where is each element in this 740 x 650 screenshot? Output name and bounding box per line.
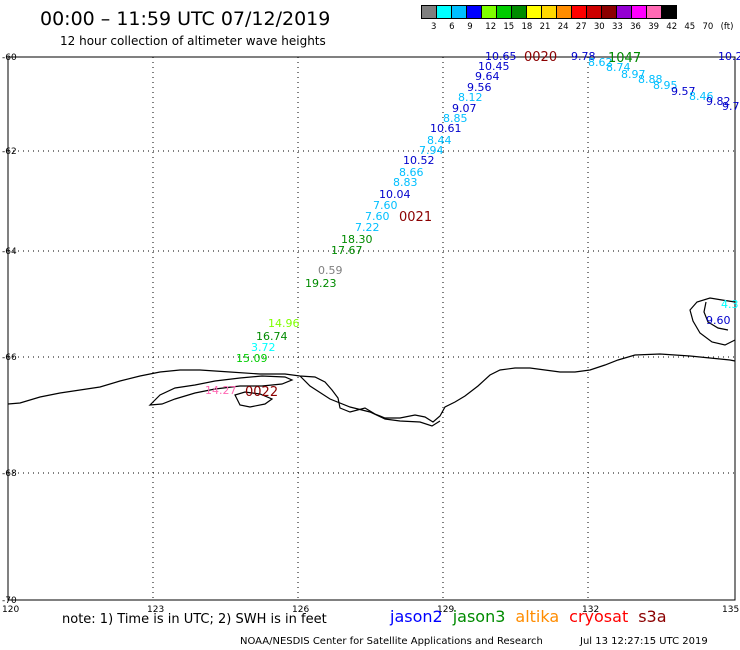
lat-tick-label: -62 (2, 147, 17, 157)
wave-height-label: 14.96 (268, 317, 300, 330)
scale-label: 3 (431, 22, 437, 32)
wave-height-label: 16.74 (256, 330, 288, 343)
scale-label: 70 (702, 22, 714, 32)
wave-height-label: 15.09 (236, 352, 268, 365)
wave-height-label: 10.61 (430, 122, 462, 135)
scale-label: 15 (503, 22, 515, 32)
satellite-legend-item: cryosat (569, 607, 629, 626)
lat-tick-label: -68 (2, 469, 17, 479)
lat-tick-label: -70 (2, 596, 17, 606)
lon-tick-labels: 120 123 126 129 132 135 (2, 605, 739, 615)
wave-height-label: 9.60 (706, 314, 731, 327)
wave-height-label: 0.59 (318, 264, 343, 277)
wave-height-label: 10.52 (403, 154, 435, 167)
wave-height-label: 8.44 (427, 134, 452, 147)
wave-height-label: 8.62 (588, 56, 613, 69)
wave-height-label: 7.60 (365, 210, 390, 223)
scale-label: 39 (648, 22, 660, 32)
satellite-legend-item: altika (515, 607, 560, 626)
antarctic-coastline (7, 297, 736, 427)
lon-tick-label: 126 (292, 605, 309, 615)
scale-label: 9 (467, 22, 473, 32)
track-time-label: 0020 (524, 50, 557, 65)
wave-height-label: 8.88 (638, 73, 663, 86)
wave-height-label: 3.72 (251, 341, 276, 354)
wave-height-label: 10.04 (379, 188, 411, 201)
scale-label: 21 (539, 22, 551, 32)
lon-tick-label: 123 (147, 605, 164, 615)
track-time-labels: 0020 1047 0021 0022 (245, 50, 641, 400)
color-scale-bar (421, 5, 677, 19)
generated-timestamp: Jul 13 12:27:15 UTC 2019 (580, 636, 708, 647)
wave-height-label: 18.30 (341, 233, 373, 246)
wave-height-label: 17.67 (331, 244, 363, 257)
lat-tick-label: -64 (2, 247, 17, 257)
wave-height-label: 7.22 (355, 221, 380, 234)
wave-height-label: 10.65 (485, 50, 517, 63)
satellite-legend-item: s3a (638, 607, 667, 626)
lon-tick-label: 132 (582, 605, 599, 615)
track-time-label: 0022 (245, 385, 278, 400)
track-time-label: 1047 (608, 51, 641, 66)
scale-label: 12 (485, 22, 497, 32)
graticule (8, 57, 735, 600)
map-title: 00:00 – 11:59 UTC 07/12/2019 (40, 8, 331, 30)
wave-height-label: 9.56 (467, 81, 492, 94)
track-time-label: 0021 (399, 210, 432, 225)
scale-label: 18 (521, 22, 533, 32)
scale-label: 45 (684, 22, 696, 32)
wave-height-label: 9.78 (571, 50, 596, 63)
scale-swatch (661, 5, 677, 19)
scale-label: 33 (612, 22, 623, 32)
scale-label: 42 (666, 22, 678, 32)
wave-height-label: 9.07 (452, 102, 477, 115)
scale-label: 6 (449, 22, 455, 32)
scale-label: 36 (630, 22, 641, 32)
wave-height-label: 10.2 (718, 50, 740, 63)
wave-height-label: 8.74 (606, 61, 631, 74)
wave-height-labels: 10.6510.459.649.568.129.078.8510.618.447… (205, 50, 740, 397)
scale-label: 24 (557, 22, 569, 32)
map-subtitle: 12 hour collection of altimeter wave hei… (60, 34, 326, 48)
wave-height-label: 8.12 (458, 91, 483, 104)
lat-tick-labels: -60 -62 -64 -66 -68 -70 (2, 53, 17, 606)
wave-height-label: 10.45 (478, 60, 510, 73)
satellite-legend-item: jason3 (452, 607, 506, 626)
wave-height-label: 9.64 (475, 70, 500, 83)
satellite-legend: jason2 jason3 altika cryosat s3a (390, 607, 677, 626)
credit-line: NOAA/NESDIS Center for Satellite Applica… (240, 636, 708, 647)
wave-height-label: 8.97 (621, 68, 646, 81)
wave-height-label: 9.57 (671, 85, 696, 98)
wave-height-label: 7.94 (419, 144, 444, 157)
scale-label: (ft) (720, 22, 734, 32)
satellite-legend-item: jason2 (390, 607, 443, 626)
credit-text: NOAA/NESDIS Center for Satellite Applica… (240, 636, 543, 647)
wave-height-label: 7.60 (373, 199, 398, 212)
wave-height-label: 8.83 (393, 176, 418, 189)
wave-height-label: 8.46 (689, 90, 714, 103)
scale-label: 27 (575, 22, 587, 32)
lon-tick-label: 129 (437, 605, 454, 615)
wave-height-label: 9.7 (722, 100, 740, 113)
lat-tick-label: -66 (2, 353, 17, 363)
wave-height-label: 8.95 (653, 79, 678, 92)
plot-border (7, 56, 736, 601)
wave-height-label: 14.27 (205, 384, 237, 397)
scale-label: 30 (593, 22, 605, 32)
lat-tick-label: -60 (2, 53, 17, 63)
wave-height-label: 4.3 (721, 298, 739, 311)
lon-tick-label: 135 (722, 605, 739, 615)
lon-tick-label: 120 (2, 605, 19, 615)
map-note: note: 1) Time is in UTC; 2) SWH is in fe… (62, 612, 327, 627)
wave-height-label: 9.82 (706, 95, 731, 108)
wave-height-label: 8.66 (399, 166, 424, 179)
wave-height-label: 8.85 (443, 112, 468, 125)
wave-height-label: 19.23 (305, 277, 337, 290)
